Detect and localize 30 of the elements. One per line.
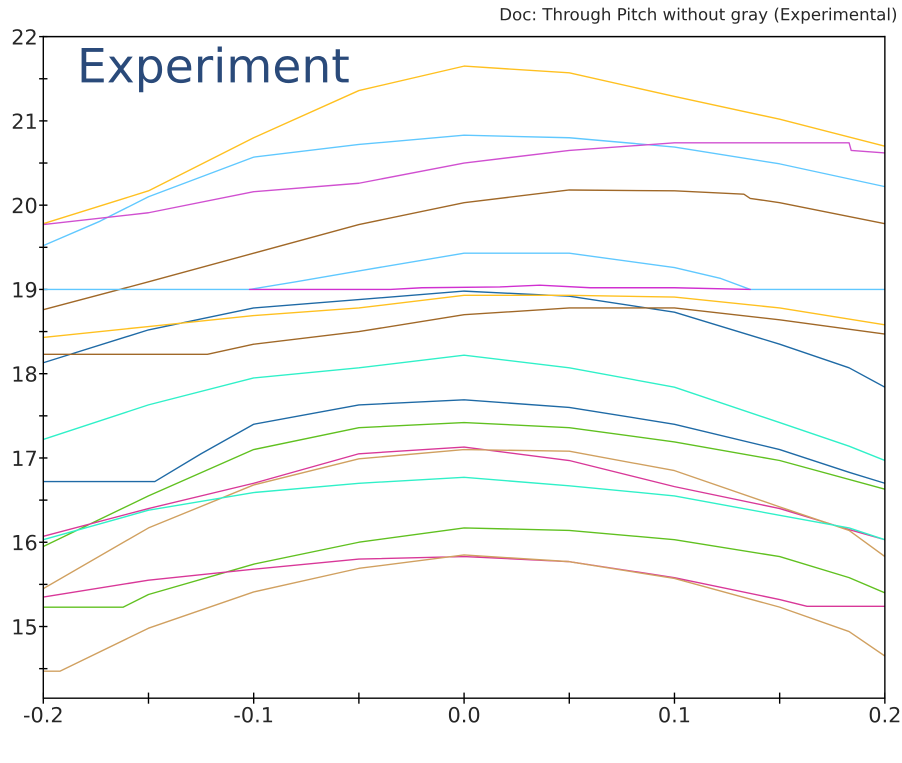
line-series: [43, 448, 885, 590]
x-tick-label: -0.1: [234, 706, 272, 723]
x-tick-label: -0.2: [24, 706, 62, 723]
y-tick-label: 15: [14, 619, 36, 635]
line-series: [43, 290, 885, 388]
y-tick-label: 22: [12, 29, 36, 45]
line-series: [43, 354, 885, 462]
line-series: [43, 422, 885, 548]
line-series: [43, 476, 885, 540]
line-series: [43, 294, 885, 338]
y-tick-label: 18: [14, 366, 36, 382]
annotation: Experiment: [82, 46, 349, 92]
x-tick-label: 0.1: [659, 706, 690, 723]
line-series: [43, 134, 885, 246]
line-series: [43, 554, 885, 672]
y-tick-label: 20: [12, 198, 36, 214]
line-series: [43, 527, 885, 608]
x-tick-label: 0.0: [448, 706, 480, 723]
x-tick-label: 0.2: [870, 706, 900, 723]
line-series: [43, 142, 885, 226]
y-tick-label: 16: [14, 534, 36, 550]
line-series: [43, 252, 885, 290]
y-tick-label: 17: [14, 450, 36, 466]
chart-title: Doc: Through Pitch without gray (Experimental): [500, 8, 896, 24]
line-series: [43, 556, 885, 607]
line-series: [43, 399, 885, 484]
y-tick-label: 21: [12, 113, 36, 129]
line-series: [43, 189, 885, 310]
line-series: [43, 307, 885, 356]
y-tick-label: 19: [14, 282, 36, 298]
